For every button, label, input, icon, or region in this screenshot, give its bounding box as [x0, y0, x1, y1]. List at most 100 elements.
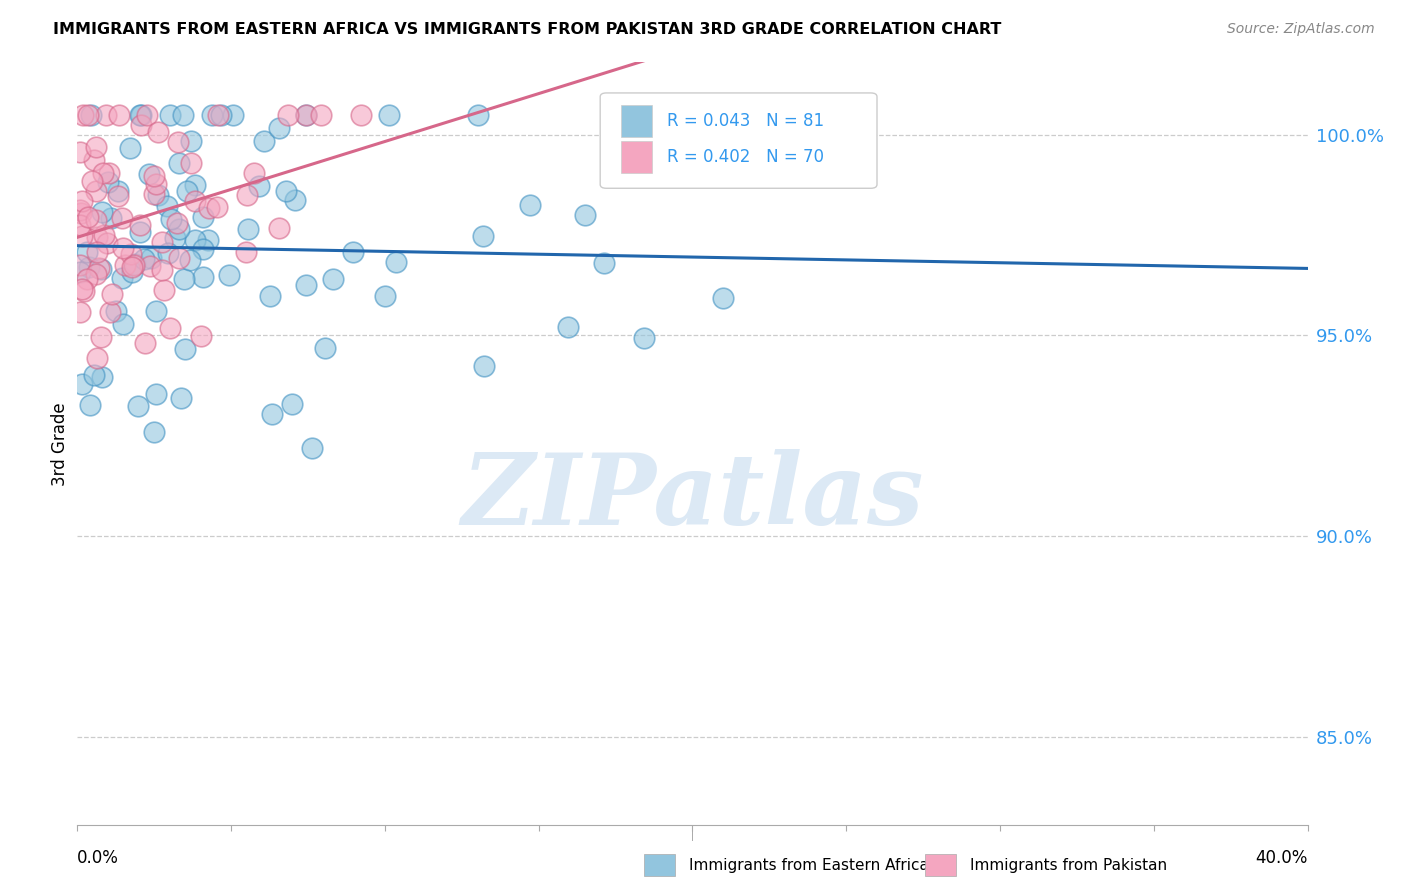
Point	[83, 153, 105, 167]
Point	[143, 187, 166, 202]
Point	[90, 369, 112, 384]
Point	[110, 211, 132, 225]
Point	[176, 184, 198, 198]
Point	[69, 202, 91, 217]
Point	[128, 107, 150, 121]
Point	[145, 177, 167, 191]
Point	[111, 242, 134, 256]
Point	[105, 303, 128, 318]
Point	[70, 229, 93, 244]
Point	[633, 331, 655, 345]
Point	[190, 328, 212, 343]
Point	[143, 169, 166, 183]
Point	[294, 107, 316, 121]
Point	[98, 305, 121, 319]
Text: 0.0%: 0.0%	[77, 849, 120, 867]
Point	[156, 198, 179, 212]
Point	[156, 246, 179, 260]
Point	[253, 135, 276, 149]
Point	[236, 222, 259, 236]
Text: Immigrants from Pakistan: Immigrants from Pakistan	[970, 858, 1167, 872]
Text: Immigrants from Eastern Africa: Immigrants from Eastern Africa	[689, 858, 929, 872]
Point	[129, 118, 152, 132]
Point	[69, 218, 91, 232]
Point	[90, 329, 112, 343]
Text: 40.0%: 40.0%	[1256, 849, 1308, 867]
Point	[172, 107, 194, 121]
Point	[242, 165, 264, 179]
Point	[350, 107, 373, 121]
Point	[86, 245, 108, 260]
Point	[69, 305, 91, 319]
Point	[84, 267, 107, 281]
Point	[277, 107, 299, 121]
Point	[180, 156, 202, 170]
Point	[72, 282, 94, 296]
Point	[138, 259, 160, 273]
Point	[143, 425, 166, 439]
Point	[197, 233, 219, 247]
Point	[129, 107, 152, 121]
Point	[121, 260, 143, 274]
Point	[86, 229, 108, 244]
Point	[129, 218, 152, 232]
Point	[114, 258, 136, 272]
Point	[342, 244, 364, 259]
Point	[134, 335, 156, 350]
Point	[191, 242, 214, 256]
Point	[163, 230, 186, 244]
Point	[107, 184, 129, 198]
Point	[150, 235, 173, 249]
Point	[167, 222, 190, 236]
Point	[218, 268, 240, 282]
Point	[467, 107, 489, 121]
Point	[167, 251, 190, 265]
Point	[183, 178, 205, 192]
Point	[96, 235, 118, 250]
Point	[180, 134, 202, 148]
Point	[184, 194, 207, 208]
Point	[295, 107, 318, 121]
Point	[89, 261, 111, 276]
Point	[519, 198, 541, 212]
Point	[128, 225, 150, 239]
Point	[592, 256, 614, 270]
Point	[191, 270, 214, 285]
Point	[314, 341, 336, 355]
Point	[159, 321, 181, 335]
Point	[145, 386, 167, 401]
Point	[139, 251, 162, 265]
Point	[191, 210, 214, 224]
Point	[90, 261, 112, 276]
Point	[174, 343, 197, 357]
Text: IMMIGRANTS FROM EASTERN AFRICA VS IMMIGRANTS FROM PAKISTAN 3RD GRADE CORRELATION: IMMIGRANTS FROM EASTERN AFRICA VS IMMIGR…	[53, 22, 1002, 37]
Point	[201, 107, 224, 121]
Point	[153, 283, 176, 297]
Point	[247, 178, 270, 193]
Point	[120, 141, 142, 155]
Point	[374, 289, 396, 303]
Point	[77, 211, 100, 225]
Point	[209, 107, 232, 121]
Point	[281, 397, 304, 411]
Point	[86, 351, 108, 365]
Point	[284, 193, 307, 207]
Point	[69, 145, 91, 159]
Point	[322, 272, 344, 286]
Point	[70, 377, 93, 392]
Point	[150, 263, 173, 277]
Point	[574, 208, 596, 222]
Point	[70, 194, 93, 209]
Point	[72, 107, 94, 121]
Point	[276, 184, 298, 198]
Point	[124, 257, 146, 271]
FancyBboxPatch shape	[621, 105, 652, 137]
Point	[472, 359, 495, 373]
Point	[146, 125, 169, 139]
Point	[309, 107, 332, 121]
Point	[207, 200, 229, 214]
Point	[107, 189, 129, 203]
Point	[80, 174, 103, 188]
Point	[86, 140, 108, 154]
Point	[79, 398, 101, 412]
